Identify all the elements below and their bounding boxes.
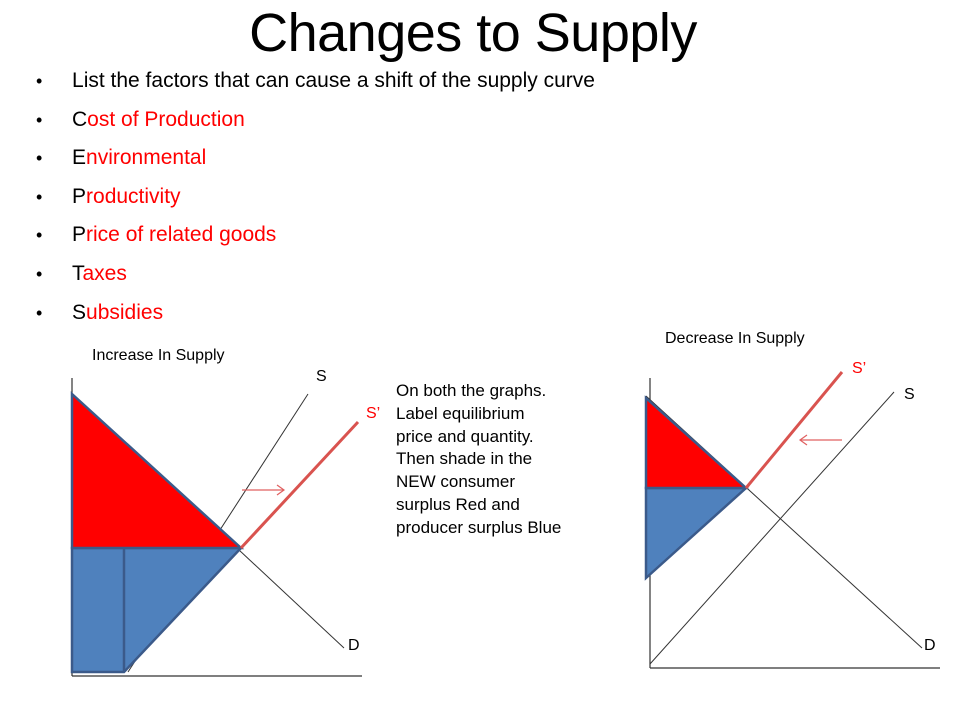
bullet-first-letter: S	[72, 300, 87, 324]
bullet-text: ost of Production	[87, 107, 245, 131]
right-demand-label: D	[924, 637, 936, 654]
bullet-first-letter: E	[72, 146, 87, 170]
slide-title: Changes to Supply	[249, 3, 697, 63]
bullet-first-letter: P	[72, 184, 87, 208]
bullet-item-cost-of-production: • Cost of Production	[36, 101, 595, 140]
left-graph-title: Increase In Supply	[92, 347, 225, 364]
left-consumer-surplus	[70, 391, 245, 550]
right-supply-label: S	[904, 386, 915, 403]
bullet-item-taxes: • Taxes	[36, 255, 595, 294]
right-graph-title: Decrease In Supply	[665, 330, 805, 347]
bullet-dot-icon: •	[36, 263, 43, 284]
bullet-item-subsidies: • Subsidies	[36, 294, 595, 333]
left-demand-label: D	[348, 637, 360, 654]
bullet-dot-icon: •	[36, 148, 43, 169]
left-supply-label: S	[316, 368, 327, 385]
right-supply-curve	[649, 391, 895, 665]
bullet-text: rice of related goods	[86, 223, 277, 247]
left-shift-arrowhead-icon	[276, 484, 286, 496]
instructions-text: On both the graphs. Label equilibrium pr…	[396, 381, 562, 537]
bullet-item-intro: • List the factors that can cause a shif…	[36, 62, 595, 101]
bullet-text: ist the factors that can cause a shift o…	[83, 69, 595, 92]
bullet-dot-icon: •	[36, 186, 43, 207]
left-new-supply-label: S’	[366, 405, 381, 422]
factor-list: • List the factors that can cause a shif…	[36, 62, 595, 332]
left-producer-surplus	[70, 546, 244, 674]
bullet-dot-icon: •	[36, 225, 43, 246]
bullet-item-price-of-related-goods: • Price of related goods	[36, 216, 595, 255]
right-new-supply-curve	[744, 371, 844, 489]
left-new-supply-curve	[239, 420, 360, 550]
bullet-dot-icon: •	[36, 109, 43, 130]
bullet-first-letter: P	[72, 223, 87, 247]
right-shift-arrowhead-icon	[798, 434, 808, 446]
bullet-item-productivity: • Productivity	[36, 178, 595, 217]
bullet-item-environmental: • Environmental	[36, 139, 595, 178]
bullet-dot-icon: •	[36, 71, 43, 91]
bullet-text: ubsidies	[86, 300, 164, 324]
bullet-text: axes	[82, 261, 127, 285]
right-new-supply-label: S’	[852, 360, 867, 377]
bullet-first-letter: T	[72, 261, 83, 285]
bullet-first-letter: C	[72, 107, 88, 131]
bullet-text: roductivity	[86, 184, 181, 208]
bullet-first-letter: L	[72, 69, 84, 92]
bullet-dot-icon: •	[36, 302, 43, 323]
right-producer-surplus	[644, 486, 750, 581]
right-consumer-surplus	[644, 395, 750, 490]
bullet-text: nvironmental	[86, 146, 207, 170]
